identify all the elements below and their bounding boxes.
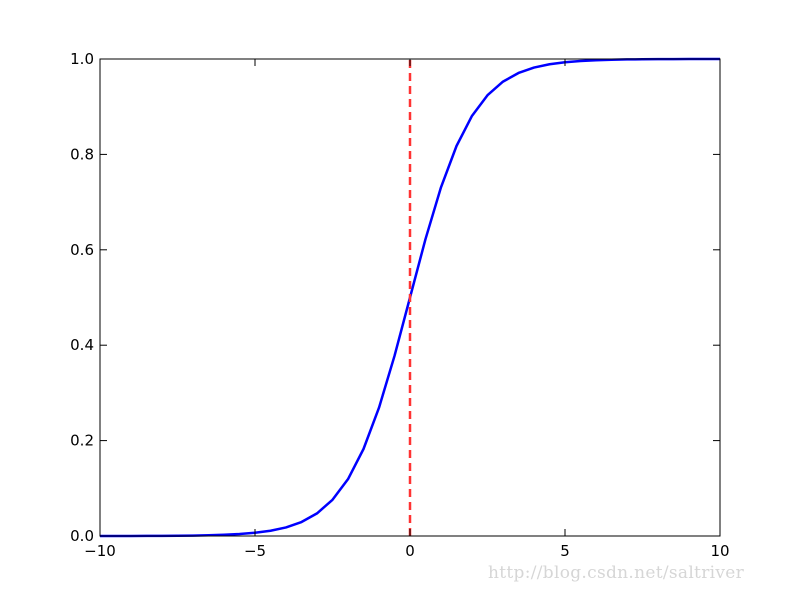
y-tick-label: 0.2 (70, 432, 94, 450)
x-tick-label: 0 (405, 542, 415, 560)
y-tick-label: 1.0 (70, 50, 94, 68)
x-tick-label: 5 (560, 542, 570, 560)
y-tick-label: 0.6 (70, 241, 94, 259)
y-tick-label: 0.0 (70, 527, 94, 545)
watermark: http://blog.csdn.net/saltriver (488, 563, 745, 583)
x-tick-label: 10 (710, 542, 729, 560)
y-tick-label: 0.4 (70, 336, 94, 354)
y-tick-label: 0.8 (70, 145, 94, 163)
x-tick-label: −10 (84, 542, 116, 560)
x-tick-label: −5 (244, 542, 266, 560)
